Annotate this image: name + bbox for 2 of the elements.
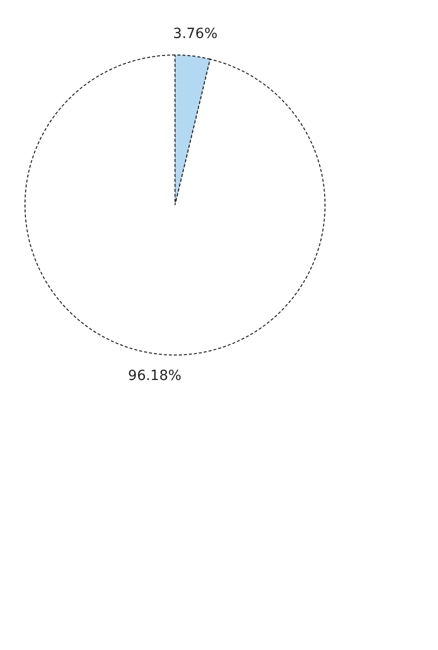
data-label: 3.76% [173, 26, 218, 42]
data-label: 96.18% [128, 368, 182, 384]
